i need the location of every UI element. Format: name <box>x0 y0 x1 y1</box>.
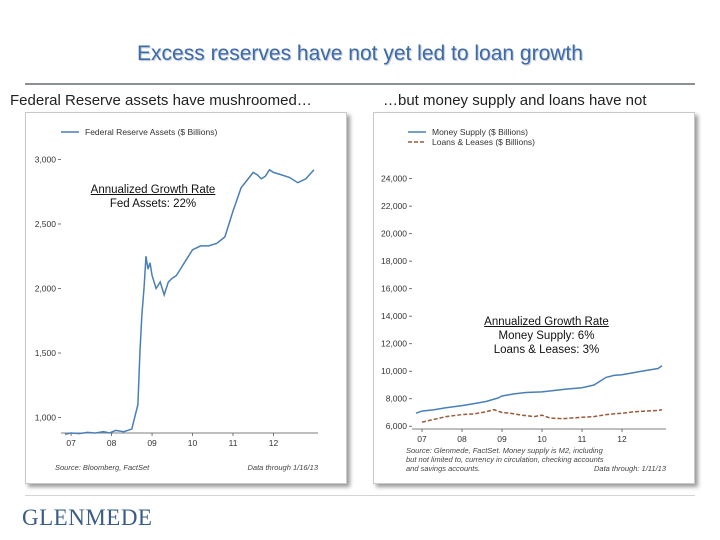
x-tick-label: 09 <box>497 434 507 444</box>
legend-label: Loans & Leases ($ Billions) <box>432 137 535 147</box>
money-growth-annotation: Annualized Growth Rate Money Supply: 6% … <box>469 315 624 357</box>
subtitle-right: …but money supply and loans have not <box>383 92 647 109</box>
legend-label: Money Supply ($ Billions) <box>432 127 528 137</box>
x-tick-label: 07 <box>417 434 427 444</box>
annotation-loans-leases: Loans & Leases: 3% <box>493 344 600 356</box>
y-tick-label: 12,000 <box>381 339 407 349</box>
y-tick-label: 22,000 <box>381 201 407 211</box>
x-tick-label: 11 <box>578 434 587 444</box>
y-tick-label: 3,000 <box>35 154 57 164</box>
footer-divider <box>25 495 695 496</box>
annotation-title: Annualized Growth Rate <box>484 316 609 328</box>
x-tick-label: 12 <box>617 434 627 444</box>
source-note: Source: Bloomberg, FactSet <box>55 463 150 472</box>
x-tick-label: 08 <box>457 434 467 444</box>
title-divider <box>25 83 695 85</box>
annotation-money-supply: Money Supply: 6% <box>498 330 595 342</box>
series-line <box>421 408 663 423</box>
money-supply-chart-panel: Money Supply ($ Billions) Loans & Leases … <box>373 112 695 484</box>
x-tick-label: 10 <box>537 434 547 444</box>
series-line <box>415 365 663 414</box>
annotation-fed-assets: Fed Assets: 22% <box>109 198 197 210</box>
source-note-line2: but not limited to, currency in circulat… <box>406 455 604 464</box>
y-tick-label: 6,000 <box>386 421 408 431</box>
fed-assets-chart: Federal Reserve Assets ($ Billions) 3,000… <box>35 127 319 472</box>
y-tick-label: 10,000 <box>381 366 407 376</box>
y-tick-label: 18,000 <box>381 256 407 266</box>
y-tick-label: 2,500 <box>35 219 57 229</box>
y-tick-label: 14,000 <box>381 311 407 321</box>
subtitle-left: Federal Reserve assets have mushroomed… <box>10 92 312 109</box>
legend-label: Federal Reserve Assets ($ Billions) <box>85 127 217 137</box>
money-supply-chart: Money Supply ($ Billions)Loans & Leases … <box>381 127 667 473</box>
source-note: Source: Glenmede, FactSet. Money supply … <box>406 446 604 455</box>
x-tick-label: 12 <box>269 438 279 448</box>
series-line <box>64 168 315 436</box>
data-through-note: Data through 1/16/13 <box>248 463 319 472</box>
y-tick-label: 2,000 <box>35 283 57 293</box>
annotation-title: Annualized Growth Rate <box>90 184 216 196</box>
y-tick-label: 16,000 <box>381 284 407 294</box>
source-note-line3: and savings accounts. <box>406 464 480 473</box>
x-tick-label: 10 <box>188 438 198 448</box>
y-tick-label: 20,000 <box>381 229 407 239</box>
y-tick-label: 1,500 <box>35 348 57 358</box>
x-tick-label: 11 <box>229 438 238 448</box>
y-tick-label: 8,000 <box>386 394 408 404</box>
fed-assets-chart-panel: Federal Reserve Assets ($ Billions) 3,000… <box>25 112 347 484</box>
y-tick-label: 1,000 <box>35 413 57 423</box>
slide-title: Excess reserves have not yet led to loan… <box>137 42 583 65</box>
x-tick-label: 07 <box>66 438 76 448</box>
fed-growth-annotation: Annualized Growth Rate Fed Assets: 22% <box>78 183 228 211</box>
x-tick-label: 09 <box>147 438 157 448</box>
y-tick-label: 24,000 <box>381 174 407 184</box>
x-tick-label: 08 <box>107 438 117 448</box>
data-through-note: Data through: 1/11/13 <box>594 464 667 473</box>
glenmede-logo: GLENMEDE <box>22 505 153 530</box>
